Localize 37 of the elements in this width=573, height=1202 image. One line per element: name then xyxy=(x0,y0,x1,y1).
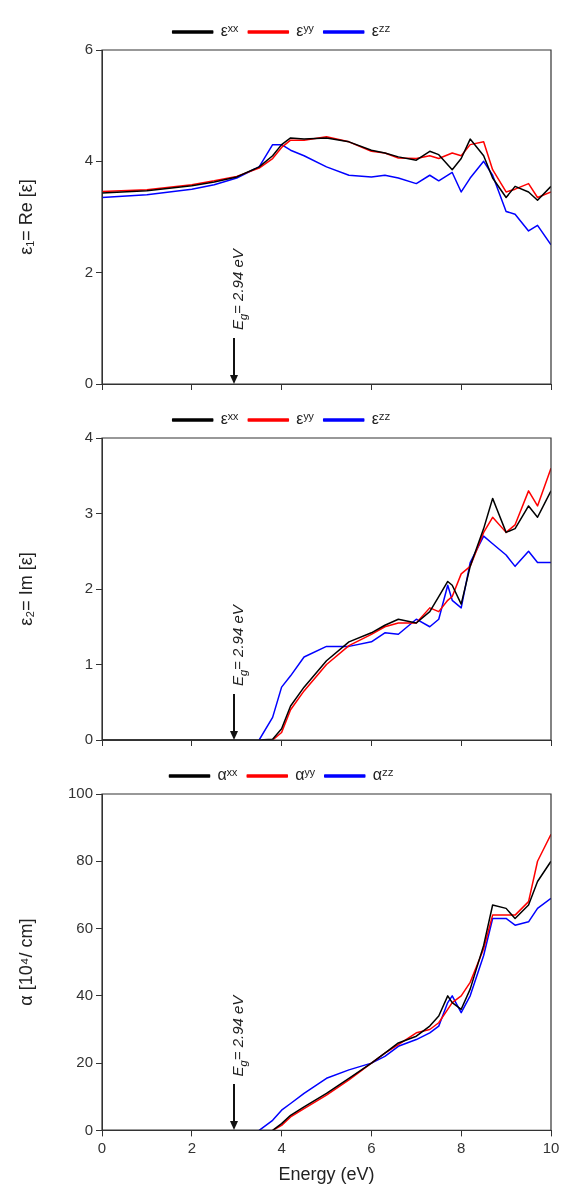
y-tick-label: 20 xyxy=(76,1053,93,1071)
y-tick-label: 0 xyxy=(84,730,93,748)
y-axis-title: α [10⁴/ cm] xyxy=(15,918,36,1006)
legend-label: εᶻᶻ xyxy=(371,410,391,428)
y-tick-label: 3 xyxy=(84,503,93,521)
annotation: Eg= 2.94 eV xyxy=(229,993,250,1077)
y-tick-label: 4 xyxy=(84,151,93,169)
y-tick-label: 80 xyxy=(76,851,93,869)
legend-label: εʸʸ xyxy=(296,410,315,428)
y-tick-label: 6 xyxy=(84,40,93,58)
y-tick-label: 100 xyxy=(67,784,93,802)
x-axis-title: Energy (eV) xyxy=(278,1164,375,1185)
x-tick-label: 2 xyxy=(187,1138,196,1156)
annotation: Eg= 2.94 eV xyxy=(229,247,250,330)
y-axis-title: ε₂= Im [ε] xyxy=(15,552,36,626)
legend-label: εᶻᶻ xyxy=(371,22,391,40)
y-tick-label: 2 xyxy=(84,262,93,280)
x-tick-label: 6 xyxy=(367,1138,376,1156)
y-tick-label: 2 xyxy=(84,579,93,597)
y-axis-title: ε₁= Re [ε] xyxy=(15,179,36,255)
y-tick-label: 4 xyxy=(84,428,93,446)
x-tick-label: 10 xyxy=(542,1138,560,1156)
legend-label: αˣˣ xyxy=(217,766,239,784)
legend-label: εˣˣ xyxy=(220,410,240,428)
y-tick-label: 1 xyxy=(84,654,93,672)
x-tick-label: 0 xyxy=(97,1138,107,1156)
legend-label: εʸʸ xyxy=(296,22,315,40)
y-tick-label: 0 xyxy=(84,1120,93,1138)
legend-label: αʸʸ xyxy=(295,766,316,784)
legend-label: αᶻᶻ xyxy=(372,766,394,784)
annotation: Eg= 2.94 eV xyxy=(229,603,250,686)
y-tick-label: 40 xyxy=(76,985,93,1003)
legend-label: εˣˣ xyxy=(220,22,240,40)
y-tick-label: 0 xyxy=(84,374,93,392)
y-tick-label: 60 xyxy=(76,918,93,936)
x-tick-label: 8 xyxy=(457,1138,466,1156)
x-tick-label: 4 xyxy=(277,1138,286,1156)
